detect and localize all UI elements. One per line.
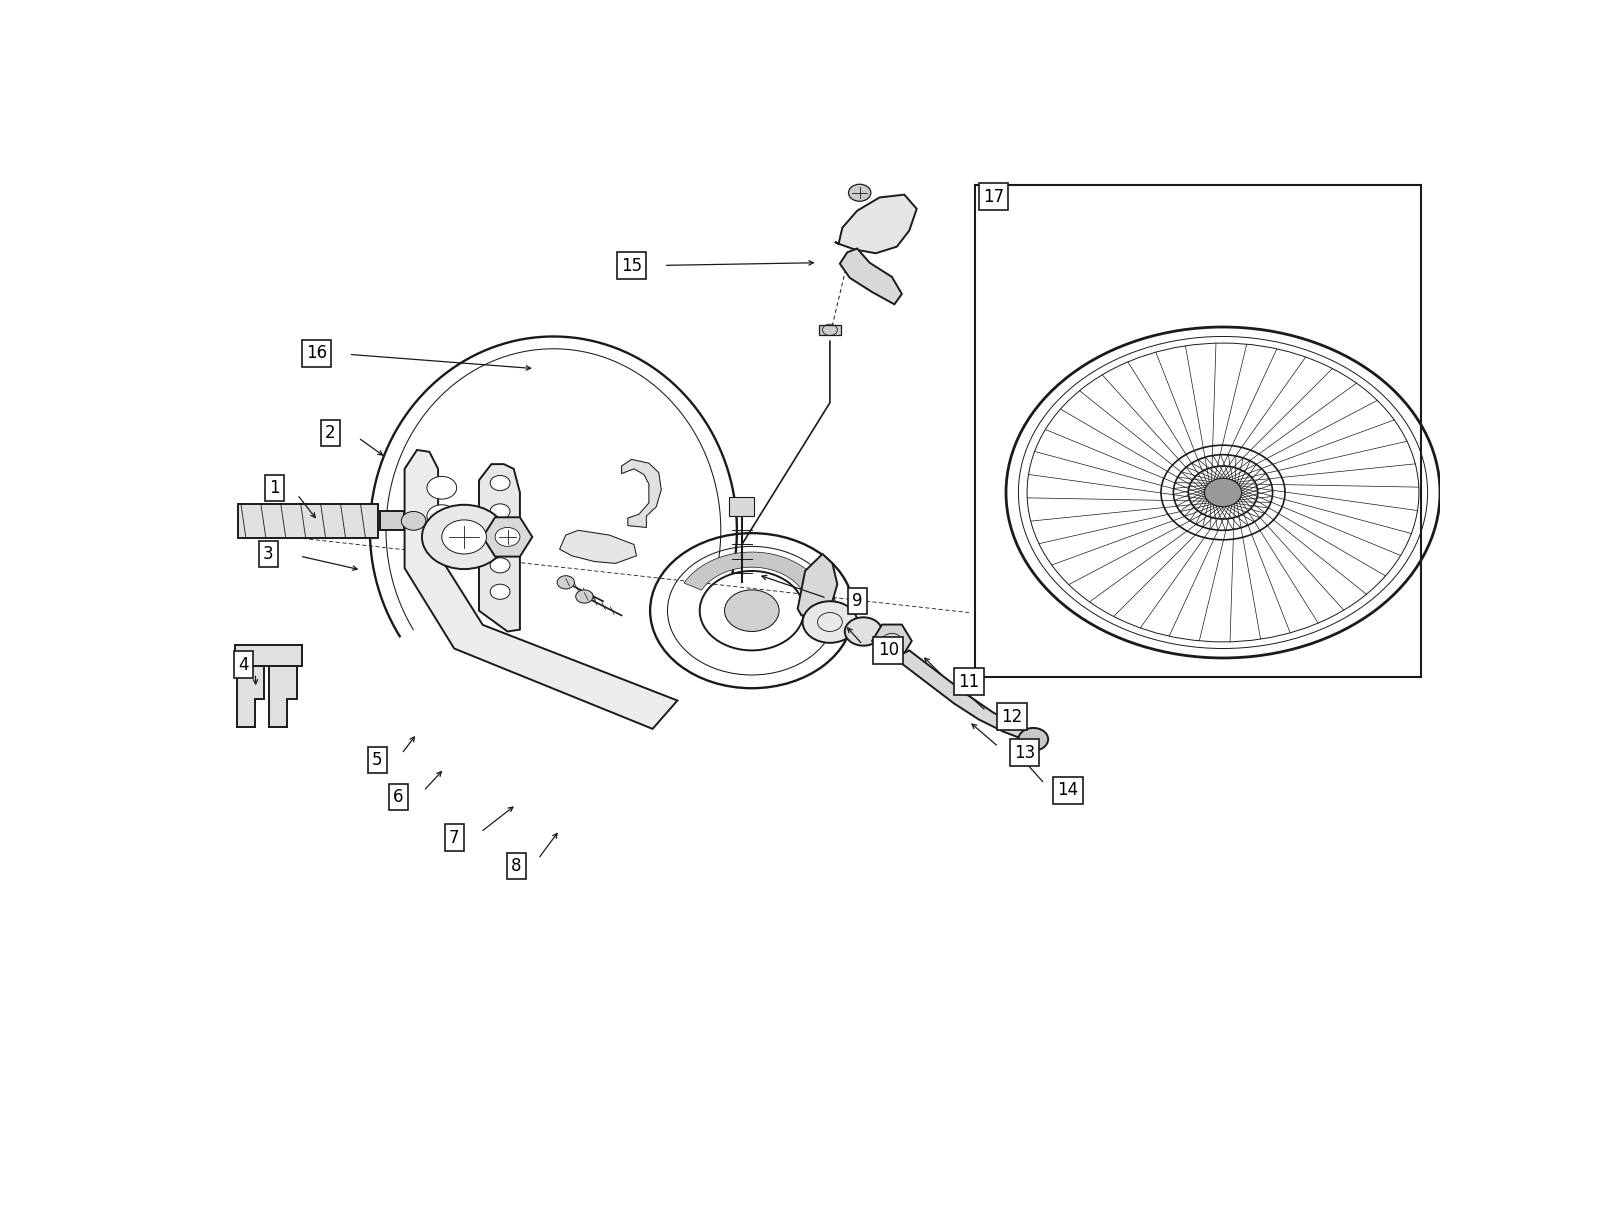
Text: 11: 11 xyxy=(958,673,979,690)
Polygon shape xyxy=(685,553,819,591)
Circle shape xyxy=(422,505,506,569)
Text: 3: 3 xyxy=(262,545,274,562)
Circle shape xyxy=(490,558,510,572)
Circle shape xyxy=(490,503,510,519)
Circle shape xyxy=(803,602,858,642)
Text: 14: 14 xyxy=(1058,781,1078,799)
Text: 10: 10 xyxy=(878,641,899,659)
Circle shape xyxy=(848,184,870,201)
Circle shape xyxy=(490,475,510,491)
Circle shape xyxy=(1205,478,1242,507)
Circle shape xyxy=(725,589,779,631)
Circle shape xyxy=(490,585,510,599)
Circle shape xyxy=(845,618,882,646)
Circle shape xyxy=(494,528,520,546)
Polygon shape xyxy=(872,625,912,657)
Circle shape xyxy=(442,519,486,554)
Text: 13: 13 xyxy=(1014,743,1035,761)
Circle shape xyxy=(557,576,574,589)
Text: 4: 4 xyxy=(238,656,248,674)
Bar xyxy=(730,497,754,516)
Text: 2: 2 xyxy=(325,424,336,442)
Polygon shape xyxy=(560,530,637,564)
Text: 1: 1 xyxy=(269,479,280,497)
Circle shape xyxy=(427,505,456,528)
Bar xyxy=(381,512,403,530)
Text: 9: 9 xyxy=(851,592,862,610)
Circle shape xyxy=(576,589,594,603)
Bar xyxy=(819,325,842,334)
Circle shape xyxy=(1019,728,1048,750)
Text: 8: 8 xyxy=(510,857,522,876)
Text: 12: 12 xyxy=(1002,707,1022,726)
Text: 15: 15 xyxy=(621,257,642,275)
Bar xyxy=(238,503,378,538)
Polygon shape xyxy=(237,663,264,727)
Circle shape xyxy=(427,476,456,499)
Polygon shape xyxy=(835,194,917,253)
Polygon shape xyxy=(894,651,1034,742)
Polygon shape xyxy=(405,449,677,729)
Text: 6: 6 xyxy=(394,788,403,806)
Text: 7: 7 xyxy=(450,829,459,846)
Polygon shape xyxy=(269,663,296,727)
Text: 17: 17 xyxy=(982,188,1005,205)
Circle shape xyxy=(490,529,510,544)
Polygon shape xyxy=(621,459,661,528)
Polygon shape xyxy=(478,464,520,631)
Circle shape xyxy=(402,512,426,530)
Polygon shape xyxy=(483,517,533,556)
Polygon shape xyxy=(840,248,902,305)
Text: 16: 16 xyxy=(306,345,326,362)
Text: 5: 5 xyxy=(373,752,382,769)
Bar xyxy=(235,645,302,666)
Polygon shape xyxy=(798,554,837,615)
Circle shape xyxy=(434,535,458,554)
